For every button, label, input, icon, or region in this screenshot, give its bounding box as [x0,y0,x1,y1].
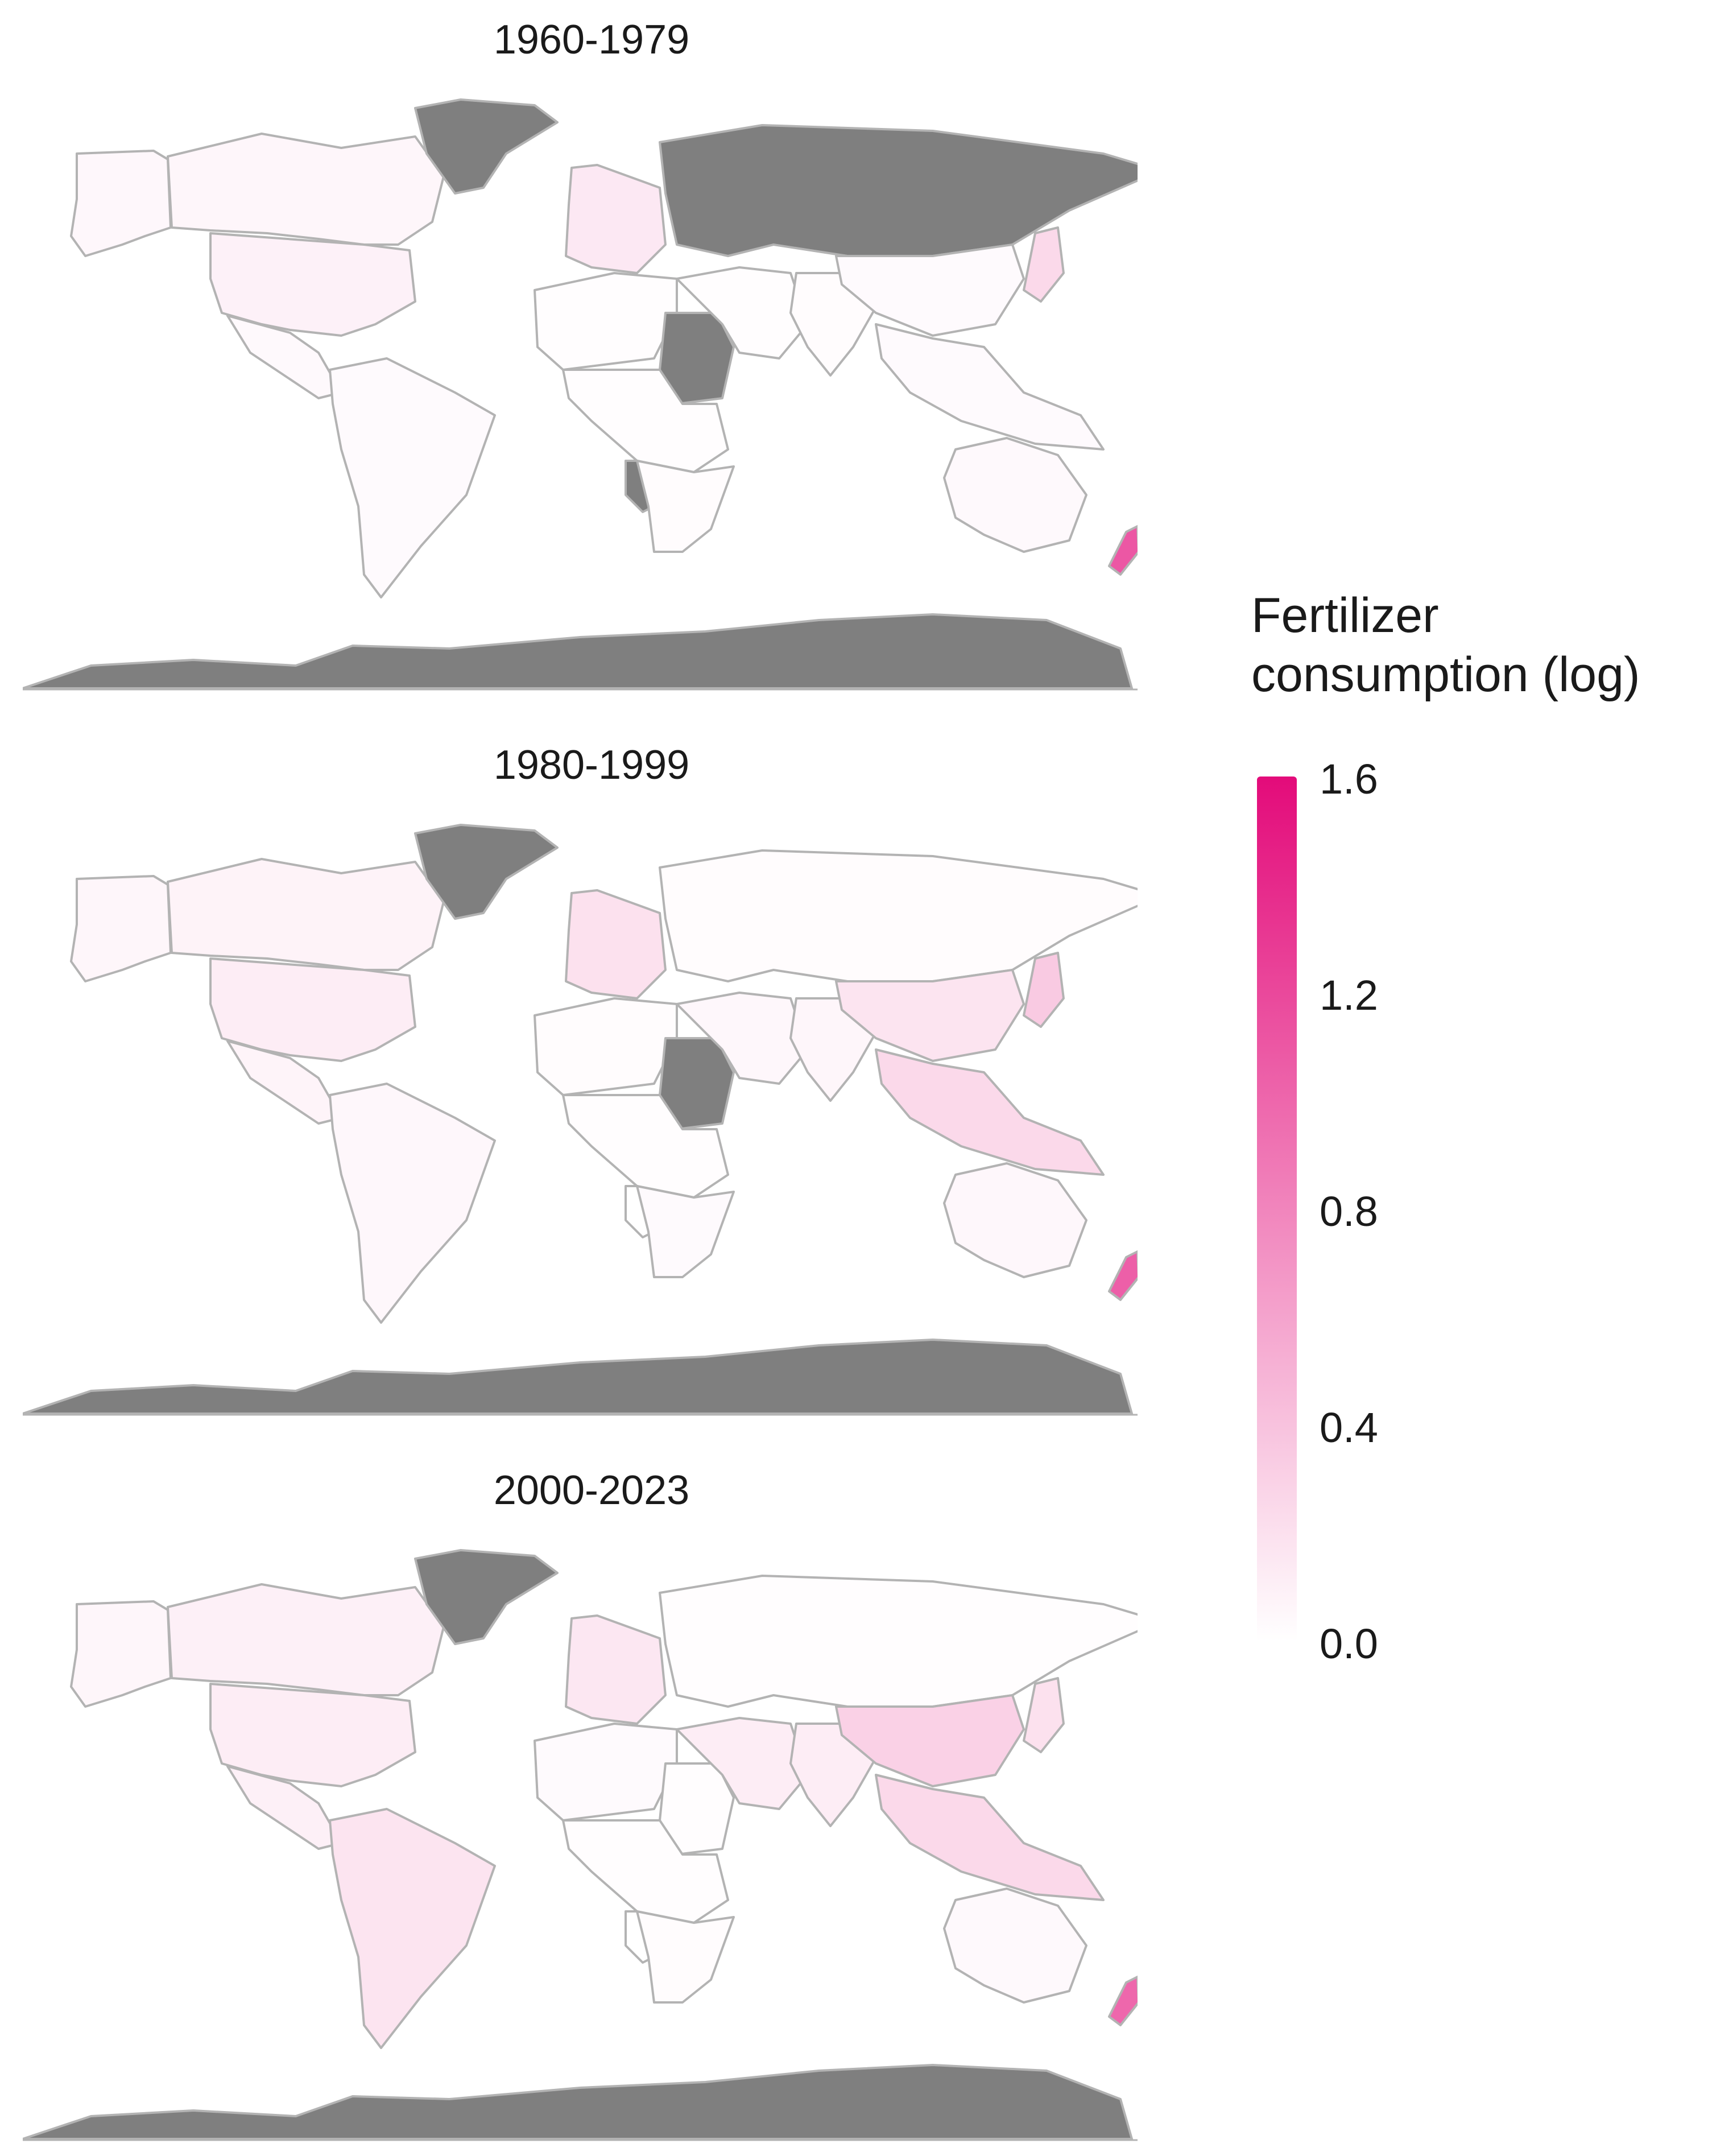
region-antarctica [23,1339,1133,1415]
region-new-zealand [1108,525,1138,576]
legend-title-line2: consumption (log) [1251,647,1640,702]
panel-title: 1980-1999 [493,742,690,788]
region-japan [1023,952,1065,1028]
region-soviet-union [659,849,1138,982]
region-greenland [414,1549,559,1645]
region-australia [943,1162,1087,1278]
region-north-africa [534,997,678,1096]
region-soviet-union [659,124,1138,257]
map-panel-2000-2023: 2000-2023 [23,1456,1138,2156]
region-europe [565,1614,667,1725]
region-europe [565,889,667,999]
region-japan [1023,1677,1065,1753]
region-south-america [329,357,496,598]
region-mexico [226,1765,342,1850]
region-southeast-asia [875,1774,1105,1901]
region-mexico [226,315,342,399]
region-china [835,243,1025,337]
panel-title: 2000-2023 [493,1468,690,1513]
legend-colorbar [1257,777,1297,1641]
region-australia [943,1887,1087,2004]
region-southeast-asia [875,1048,1105,1176]
region-central-africa [562,369,729,473]
legend-tick: 0.8 [1320,1188,1378,1235]
region-central-africa [562,1819,729,1924]
legend-tick: 1.6 [1320,755,1378,803]
region-canada [167,1583,445,1696]
world-map [23,98,1138,691]
colorbar-gradient [1257,777,1297,1641]
legend-title: Fertilizer consumption (log) [1251,586,1640,704]
region-southern-africa [636,1910,735,2004]
legend-title-line1: Fertilizer [1251,588,1439,643]
region-united-states [209,232,416,337]
panel-title: 1960-1979 [493,17,690,63]
color-legend: Fertilizer consumption (log) 1.6 1.2 0.8… [1251,586,1701,1667]
region-united-states [209,957,416,1062]
region-antarctica [23,2064,1133,2140]
region-southern-africa [636,460,735,553]
region-soviet-union [659,1575,1138,1708]
region-europe [565,164,667,274]
region-canada [167,133,445,246]
region-china [835,1694,1025,1787]
region-south-america [329,1083,496,1324]
region-greenland [414,98,559,195]
legend-tick: 0.4 [1320,1404,1378,1451]
region-middle-east [676,1717,809,1810]
region-alaska [70,1600,172,1708]
legend-tick: 1.2 [1320,972,1378,1019]
region-new-zealand [1108,1250,1138,1301]
region-middle-east [676,266,809,360]
region-united-states [209,1683,416,1787]
region-central-africa [562,1094,729,1199]
region-japan [1023,226,1065,303]
region-china [835,969,1025,1062]
region-greenland [414,824,559,920]
region-south-america [329,1808,496,2049]
region-canada [167,858,445,971]
region-mexico [226,1040,342,1125]
region-southeast-asia [875,323,1105,451]
region-alaska [70,875,172,982]
region-north-africa [534,1723,678,1822]
world-map [23,1549,1138,2141]
region-alaska [70,150,172,257]
world-map [23,824,1138,1416]
region-north-africa [534,272,678,371]
region-southern-africa [636,1185,735,1278]
region-middle-east [676,992,809,1085]
region-new-zealand [1108,1976,1138,2026]
legend-tick: 0.0 [1320,1620,1378,1667]
region-australia [943,437,1087,553]
region-antarctica [23,613,1133,689]
map-panel-1960-1979: 1960-1979 [23,6,1138,705]
map-panel-1980-1999: 1980-1999 [23,731,1138,1431]
